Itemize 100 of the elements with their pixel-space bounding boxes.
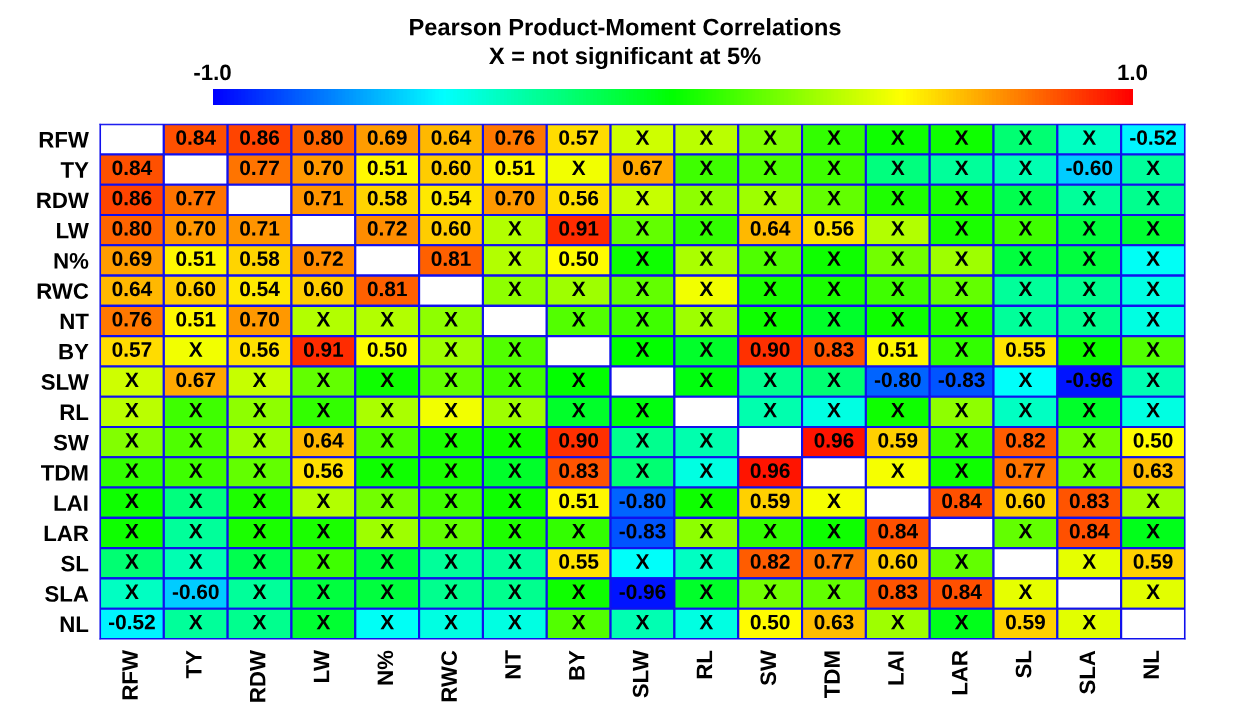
y-tick-label: SLA xyxy=(45,586,89,602)
x-tick-label: SW xyxy=(760,650,777,686)
data-label: X xyxy=(891,463,905,478)
data-label: X xyxy=(252,402,267,418)
data-label: 0.64 xyxy=(750,221,791,236)
data-label: X xyxy=(316,312,331,327)
data-label: X xyxy=(188,402,203,418)
data-label: X xyxy=(1018,130,1033,145)
data-label: X xyxy=(444,372,458,387)
data-label: 0.50 xyxy=(559,251,599,267)
data-label: 0.86 xyxy=(112,190,152,206)
data-label: 0.51 xyxy=(367,160,407,176)
x-tick-label: N% xyxy=(377,650,394,685)
data-label: X xyxy=(571,372,586,387)
data-label: X xyxy=(763,281,777,297)
data-label: X xyxy=(891,130,905,145)
data-label: X xyxy=(763,160,777,175)
data-label: 0.96 xyxy=(814,432,854,448)
data-label: 0.90 xyxy=(559,432,599,448)
data-label: 0.82 xyxy=(1005,432,1045,448)
data-label: 0.84 xyxy=(942,493,982,509)
y-tick-label: LW xyxy=(57,222,89,239)
data-label: X xyxy=(954,433,969,448)
data-label: 0.58 xyxy=(240,251,280,267)
data-label: X xyxy=(316,584,331,599)
data-label: 0.83 xyxy=(814,342,854,357)
data-label: -0.83 xyxy=(619,523,666,539)
data-label: X xyxy=(316,372,331,387)
data-label: 0.59 xyxy=(1133,554,1173,569)
data-label: X xyxy=(699,463,714,478)
data-label: 0.69 xyxy=(112,251,152,267)
data-label: 0.70 xyxy=(495,190,535,206)
data-label: 0.64 xyxy=(112,281,153,297)
data-label: X xyxy=(1082,342,1097,357)
data-label: X xyxy=(508,281,522,297)
data-label: 0.55 xyxy=(1005,342,1046,357)
data-label: X xyxy=(827,251,841,266)
data-label: 0.77 xyxy=(814,554,854,569)
data-label: 0.51 xyxy=(176,311,216,327)
data-label: X xyxy=(125,372,139,387)
data-label: X xyxy=(1082,130,1097,145)
data-label: 0.70 xyxy=(303,160,343,176)
y-tick-label: RFW xyxy=(39,132,89,148)
data-label: X xyxy=(954,130,969,145)
data-label: X xyxy=(763,402,777,418)
data-label: X xyxy=(1146,372,1160,387)
x-tick-label: LAI xyxy=(888,651,904,685)
data-label: X xyxy=(763,190,777,206)
data-label: X xyxy=(891,402,905,418)
x-tick-label: SLW xyxy=(632,650,649,698)
data-label: X xyxy=(508,554,522,569)
data-label: 0.64 xyxy=(431,130,472,145)
data-label: X xyxy=(188,614,203,630)
data-label: 0.54 xyxy=(431,190,472,206)
data-label: X xyxy=(1082,190,1097,206)
data-label: 0.77 xyxy=(1005,463,1045,479)
data-label: X xyxy=(827,160,841,175)
data-label: X xyxy=(699,372,714,387)
data-label: 0.72 xyxy=(303,251,343,267)
data-label: 0.80 xyxy=(112,221,152,236)
data-label: X xyxy=(635,312,650,327)
data-label: X xyxy=(1018,281,1033,297)
x-tick-label: RWC xyxy=(441,650,457,702)
data-label: X xyxy=(635,342,650,357)
data-label: X xyxy=(954,251,969,266)
data-label: X xyxy=(699,251,714,266)
data-label: X xyxy=(508,524,522,539)
data-label: X xyxy=(252,463,267,478)
x-tick-label: BY xyxy=(569,650,585,680)
data-label: 0.51 xyxy=(495,160,535,176)
data-label: X xyxy=(188,493,203,509)
data-label: 0.84 xyxy=(176,130,216,145)
data-label: X xyxy=(954,554,969,569)
data-label: X xyxy=(1146,251,1160,266)
data-label: X xyxy=(444,463,458,478)
data-label: X xyxy=(1018,221,1033,236)
data-label: 0.84 xyxy=(942,584,982,600)
data-label: X xyxy=(1082,614,1097,630)
data-label: X xyxy=(380,493,394,509)
data-label: 0.96 xyxy=(750,463,790,479)
data-label: X xyxy=(508,372,522,387)
data-label: X xyxy=(763,130,777,145)
y-tick-label: NT xyxy=(60,313,89,330)
data-label: X xyxy=(188,524,203,539)
data-label: X xyxy=(1082,281,1097,297)
chart-subtitle: X = not significant at 5% xyxy=(489,46,761,70)
data-label: X xyxy=(444,554,458,569)
data-label: X xyxy=(827,130,841,145)
data-label: 0.84 xyxy=(112,160,153,176)
data-label: X xyxy=(1082,433,1097,448)
data-label: X xyxy=(635,433,650,448)
data-label: X xyxy=(1146,524,1160,539)
data-label: X xyxy=(444,524,458,539)
data-label: 0.51 xyxy=(176,251,216,267)
data-label: X xyxy=(316,402,331,418)
data-label: 0.56 xyxy=(303,463,343,479)
data-label: X xyxy=(380,312,394,327)
data-label: X xyxy=(635,281,650,297)
data-label: X xyxy=(827,281,841,297)
data-label: X xyxy=(125,524,139,539)
